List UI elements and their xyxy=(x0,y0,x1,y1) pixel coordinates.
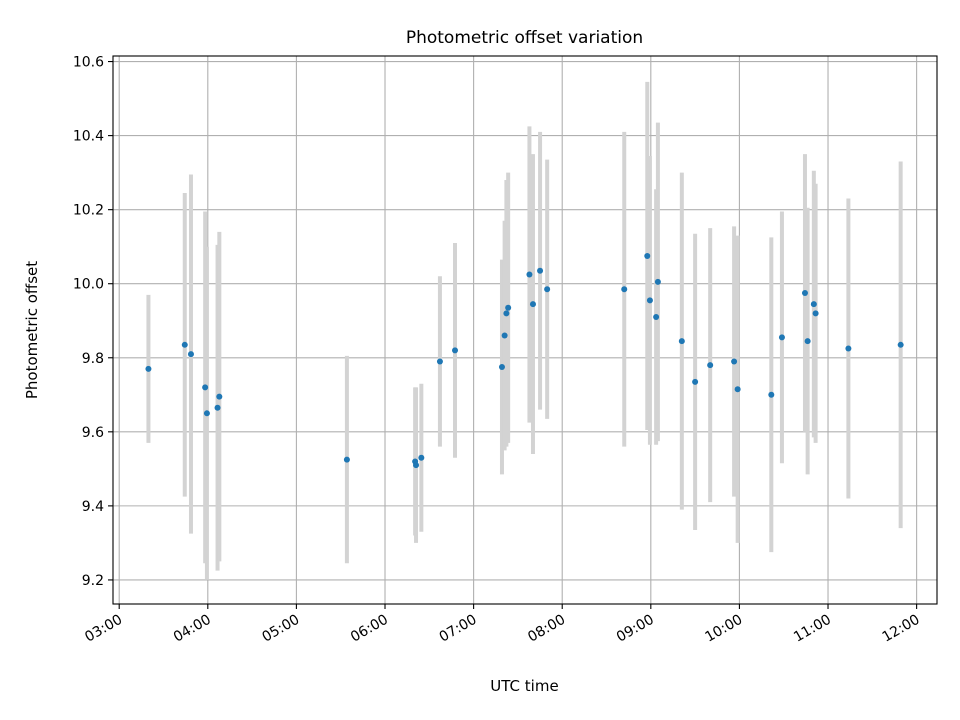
y-tick-label: 9.2 xyxy=(82,573,104,589)
plot-area xyxy=(113,56,937,604)
data-point xyxy=(216,393,223,400)
data-point xyxy=(145,365,152,372)
data-point xyxy=(778,334,785,341)
y-axis-ticks: 9.2 9.4 9.6 9.8 10.0 10.2 10.4 10.6 xyxy=(73,55,113,589)
data-point xyxy=(181,341,188,348)
data-point xyxy=(203,410,210,417)
data-point xyxy=(845,345,852,352)
data-point xyxy=(343,456,350,463)
y-tick-label: 9.4 xyxy=(82,499,104,515)
y-axis-label: Photometric offset xyxy=(23,261,41,399)
data-point xyxy=(812,310,819,317)
data-point xyxy=(707,362,714,369)
data-point xyxy=(897,341,904,348)
data-point xyxy=(644,252,651,259)
data-point xyxy=(501,332,508,339)
data-point xyxy=(452,347,459,354)
data-point xyxy=(187,351,194,358)
data-point xyxy=(529,301,536,308)
data-points xyxy=(145,252,904,469)
data-point xyxy=(418,454,425,461)
data-point xyxy=(734,386,741,393)
data-point xyxy=(692,378,699,385)
data-point xyxy=(653,314,660,321)
data-point xyxy=(654,278,661,285)
data-point xyxy=(544,286,551,293)
data-point xyxy=(801,289,808,296)
data-point xyxy=(498,364,505,371)
y-tick-label: 9.8 xyxy=(82,351,104,367)
data-point xyxy=(505,304,512,311)
plot-frame xyxy=(112,55,938,605)
data-point xyxy=(646,297,653,304)
data-point xyxy=(537,267,544,274)
y-tick-label: 10.4 xyxy=(73,129,104,145)
data-point xyxy=(503,310,510,317)
data-point xyxy=(731,358,738,365)
y-tick-label: 9.6 xyxy=(82,425,104,441)
y-tick-label: 10.0 xyxy=(73,277,104,293)
data-point xyxy=(621,286,628,293)
data-point xyxy=(413,462,420,469)
data-point xyxy=(768,391,775,398)
data-point xyxy=(810,301,817,308)
data-point xyxy=(214,404,221,411)
y-tick-label: 10.2 xyxy=(73,203,104,219)
data-point xyxy=(436,358,443,365)
data-point xyxy=(804,338,811,345)
x-axis-label: UTC time xyxy=(490,677,558,695)
chart-title: Photometric offset variation xyxy=(406,28,643,48)
y-tick-label: 10.6 xyxy=(73,55,104,71)
data-point xyxy=(202,384,209,391)
data-point xyxy=(526,271,533,278)
data-point xyxy=(678,338,685,345)
